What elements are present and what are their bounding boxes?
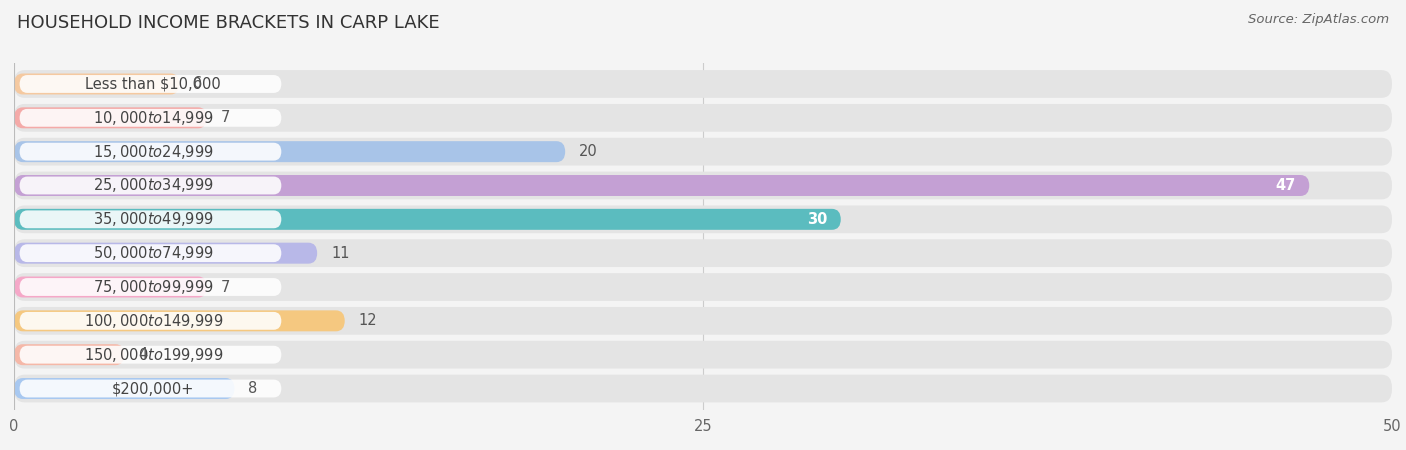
Text: $35,000 to $49,999: $35,000 to $49,999 bbox=[93, 210, 214, 228]
FancyBboxPatch shape bbox=[14, 175, 1309, 196]
Text: $150,000 to $199,999: $150,000 to $199,999 bbox=[83, 346, 224, 364]
Text: HOUSEHOLD INCOME BRACKETS IN CARP LAKE: HOUSEHOLD INCOME BRACKETS IN CARP LAKE bbox=[17, 14, 440, 32]
Text: 8: 8 bbox=[249, 381, 257, 396]
FancyBboxPatch shape bbox=[20, 143, 281, 161]
FancyBboxPatch shape bbox=[14, 73, 180, 94]
FancyBboxPatch shape bbox=[14, 307, 1392, 335]
FancyBboxPatch shape bbox=[14, 70, 1392, 98]
Text: 4: 4 bbox=[138, 347, 148, 362]
FancyBboxPatch shape bbox=[14, 239, 1392, 267]
Text: 47: 47 bbox=[1275, 178, 1295, 193]
FancyBboxPatch shape bbox=[14, 206, 1392, 233]
Text: 7: 7 bbox=[221, 279, 231, 294]
FancyBboxPatch shape bbox=[14, 310, 344, 331]
Text: $75,000 to $99,999: $75,000 to $99,999 bbox=[93, 278, 214, 296]
FancyBboxPatch shape bbox=[14, 341, 1392, 369]
FancyBboxPatch shape bbox=[14, 209, 841, 230]
FancyBboxPatch shape bbox=[14, 138, 1392, 166]
Text: 11: 11 bbox=[330, 246, 350, 261]
Text: $200,000+: $200,000+ bbox=[112, 381, 194, 396]
Text: $50,000 to $74,999: $50,000 to $74,999 bbox=[93, 244, 214, 262]
FancyBboxPatch shape bbox=[14, 375, 1392, 402]
Text: $100,000 to $149,999: $100,000 to $149,999 bbox=[83, 312, 224, 330]
Text: 30: 30 bbox=[807, 212, 827, 227]
Text: 12: 12 bbox=[359, 313, 377, 328]
Text: Less than $10,000: Less than $10,000 bbox=[86, 76, 221, 91]
FancyBboxPatch shape bbox=[20, 380, 281, 397]
FancyBboxPatch shape bbox=[14, 344, 124, 365]
FancyBboxPatch shape bbox=[20, 176, 281, 194]
Text: 6: 6 bbox=[193, 76, 202, 91]
FancyBboxPatch shape bbox=[14, 243, 318, 264]
FancyBboxPatch shape bbox=[14, 273, 1392, 301]
Text: $10,000 to $14,999: $10,000 to $14,999 bbox=[93, 109, 214, 127]
FancyBboxPatch shape bbox=[20, 109, 281, 127]
Text: Source: ZipAtlas.com: Source: ZipAtlas.com bbox=[1249, 14, 1389, 27]
FancyBboxPatch shape bbox=[20, 244, 281, 262]
Text: 20: 20 bbox=[579, 144, 598, 159]
Text: 7: 7 bbox=[221, 110, 231, 125]
FancyBboxPatch shape bbox=[14, 171, 1392, 199]
Text: $15,000 to $24,999: $15,000 to $24,999 bbox=[93, 143, 214, 161]
FancyBboxPatch shape bbox=[20, 346, 281, 364]
FancyBboxPatch shape bbox=[20, 211, 281, 228]
FancyBboxPatch shape bbox=[20, 75, 281, 93]
FancyBboxPatch shape bbox=[20, 278, 281, 296]
FancyBboxPatch shape bbox=[14, 108, 207, 128]
FancyBboxPatch shape bbox=[14, 141, 565, 162]
FancyBboxPatch shape bbox=[14, 276, 207, 297]
FancyBboxPatch shape bbox=[14, 378, 235, 399]
Text: $25,000 to $34,999: $25,000 to $34,999 bbox=[93, 176, 214, 194]
FancyBboxPatch shape bbox=[20, 312, 281, 330]
FancyBboxPatch shape bbox=[14, 104, 1392, 132]
